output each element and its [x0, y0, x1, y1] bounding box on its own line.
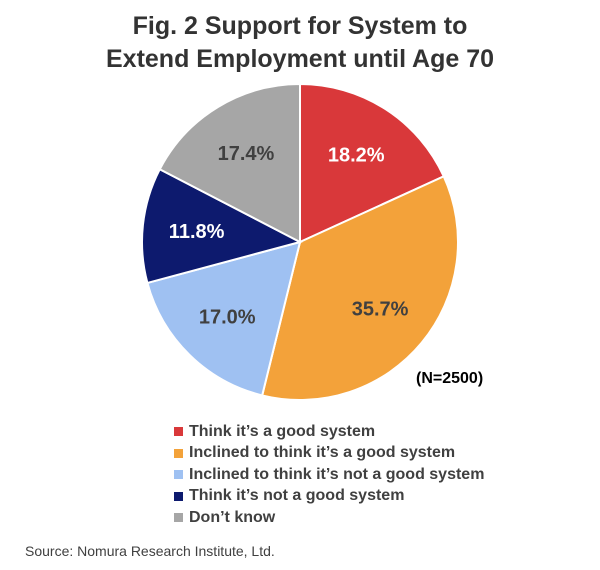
chart-title: Fig. 2 Support for System to Extend Empl… — [0, 10, 600, 76]
chart-title-line-1: Fig. 2 Support for System to — [132, 12, 468, 40]
source-note: Source: Nomura Research Institute, Ltd. — [25, 543, 275, 559]
legend-item-inclined-to-think-its-a-good-system: Inclined to think it’s a good system — [174, 443, 484, 465]
pie-slice-think-its-not-a-good-system — [141, 167, 303, 285]
legend-item-think-its-a-good-system: Think it’s a good system — [174, 421, 484, 443]
legend-swatch — [174, 448, 183, 458]
legend-label: Don’t know — [189, 508, 276, 526]
chart-legend: Think it’s a good system Inclined to thin… — [174, 421, 484, 529]
legend-item-think-its-not-a-good-system: Think it’s not a good system — [174, 486, 484, 508]
slice-value-label: 17.0% — [199, 306, 256, 328]
pie-slice-dont-know — [158, 82, 301, 244]
pie-slice-inclined-to-think-its-not-a-good-system — [146, 240, 302, 397]
slice-value-label: 17.4% — [218, 143, 275, 165]
legend-label: Inclined to think it’s not a good system — [189, 465, 485, 483]
chart-title-line-2: Extend Employment until Age 70 — [105, 45, 495, 73]
legend-label: Think it’s a good system — [189, 422, 376, 440]
pie-slice-inclined-to-think-its-a-good-system — [260, 175, 459, 401]
legend-swatch — [174, 513, 183, 523]
pie-slice-think-its-a-good-system — [299, 82, 446, 244]
legend-label: Think it’s not a good system — [189, 487, 405, 505]
legend-item-dont-know: Don’t know — [174, 507, 484, 529]
slice-value-label: 18.2% — [328, 145, 385, 167]
legend-label: Inclined to think it’s a good system — [189, 444, 456, 462]
slice-value-label: 11.8% — [169, 221, 225, 243]
legend-item-inclined-to-think-its-not-a-good-system: Inclined to think it’s not a good system — [174, 464, 484, 486]
legend-swatch — [174, 427, 183, 437]
slice-value-label: 35.7% — [352, 298, 409, 320]
sample-size-label: (N=2500) — [416, 370, 484, 387]
legend-swatch — [174, 470, 183, 480]
legend-swatch — [174, 491, 183, 501]
